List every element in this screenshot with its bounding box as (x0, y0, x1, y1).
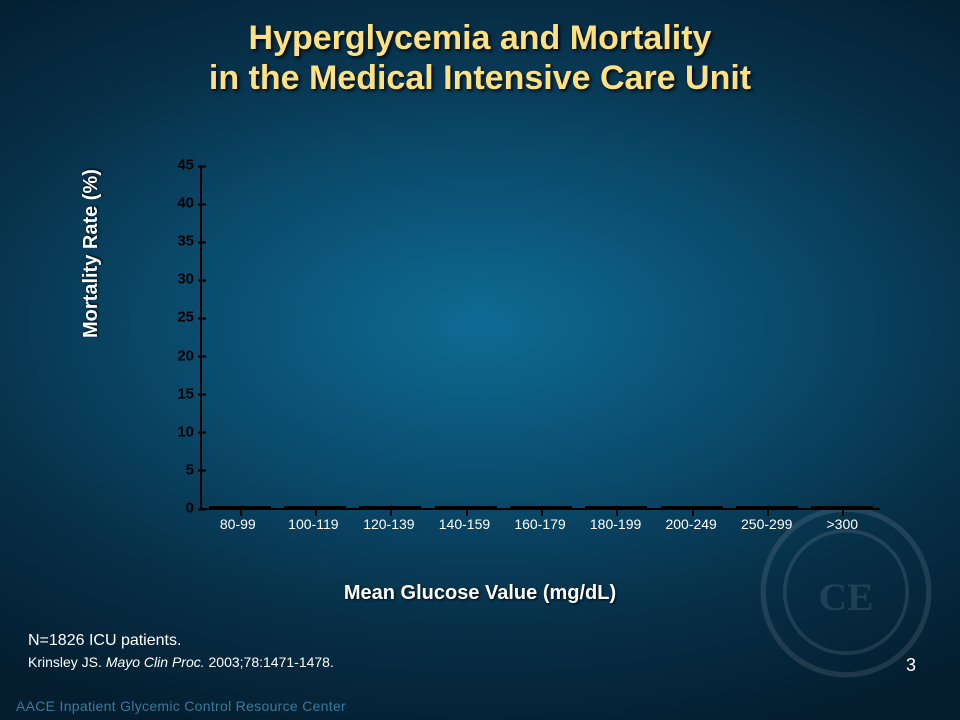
citation-rest: 2003;78:1471-1478. (205, 654, 334, 670)
x-tick-label: >300 (805, 510, 881, 540)
sample-size-note: N=1826 ICU patients. (28, 632, 181, 650)
x-tick-label: 200-249 (653, 510, 729, 540)
y-tick: 0 (152, 500, 194, 517)
bar-slot (805, 506, 880, 508)
y-tick: 10 (152, 423, 194, 440)
x-tick-label: 140-159 (427, 510, 503, 540)
plot-area: 051015202530354045 (200, 165, 880, 510)
bar-slot (353, 506, 428, 508)
bar-slot (654, 506, 729, 508)
y-tick: 35 (152, 233, 194, 250)
slide: CE Hyperglycemia and Mortality in the Me… (0, 0, 960, 720)
bar-slot (503, 506, 578, 508)
x-labels: 80-99100-119120-139140-159160-179180-199… (200, 510, 880, 540)
y-tick: 25 (152, 309, 194, 326)
x-tick-label: 120-139 (351, 510, 427, 540)
y-tick: 5 (152, 461, 194, 478)
bar-slot (428, 506, 503, 508)
mortality-bar-chart: 051015202530354045 80-99100-119120-13914… (160, 165, 880, 540)
x-tick-label: 160-179 (502, 510, 578, 540)
y-tick: 20 (152, 347, 194, 364)
x-tick-label: 80-99 (200, 510, 276, 540)
bar-slot (202, 506, 277, 508)
title-line-1: Hyperglycemia and Mortality (249, 19, 712, 57)
x-tick-label: 250-299 (729, 510, 805, 540)
bar-slot (579, 506, 654, 508)
bars-container (202, 165, 880, 508)
bar-slot (277, 506, 352, 508)
x-tick-label: 180-199 (578, 510, 654, 540)
slide-number: 3 (906, 655, 916, 676)
y-tick: 40 (152, 195, 194, 212)
y-tick: 15 (152, 385, 194, 402)
citation-author: Krinsley JS. (28, 654, 106, 670)
y-tick: 45 (152, 157, 194, 174)
x-axis-title: Mean Glucose Value (mg/dL) (0, 582, 960, 605)
y-tick: 30 (152, 271, 194, 288)
slide-title: Hyperglycemia and Mortality in the Medic… (0, 18, 960, 98)
title-line-2: in the Medical Intensive Care Unit (209, 59, 751, 97)
footer-brand: AACE Inpatient Glycemic Control Resource… (16, 698, 346, 714)
x-tick-label: 100-119 (276, 510, 352, 540)
citation-journal: Mayo Clin Proc. (106, 654, 205, 670)
citation: Krinsley JS. Mayo Clin Proc. 2003;78:147… (28, 654, 334, 670)
bar-slot (729, 506, 804, 508)
y-axis-label: Mortality Rate (%) (80, 169, 103, 338)
